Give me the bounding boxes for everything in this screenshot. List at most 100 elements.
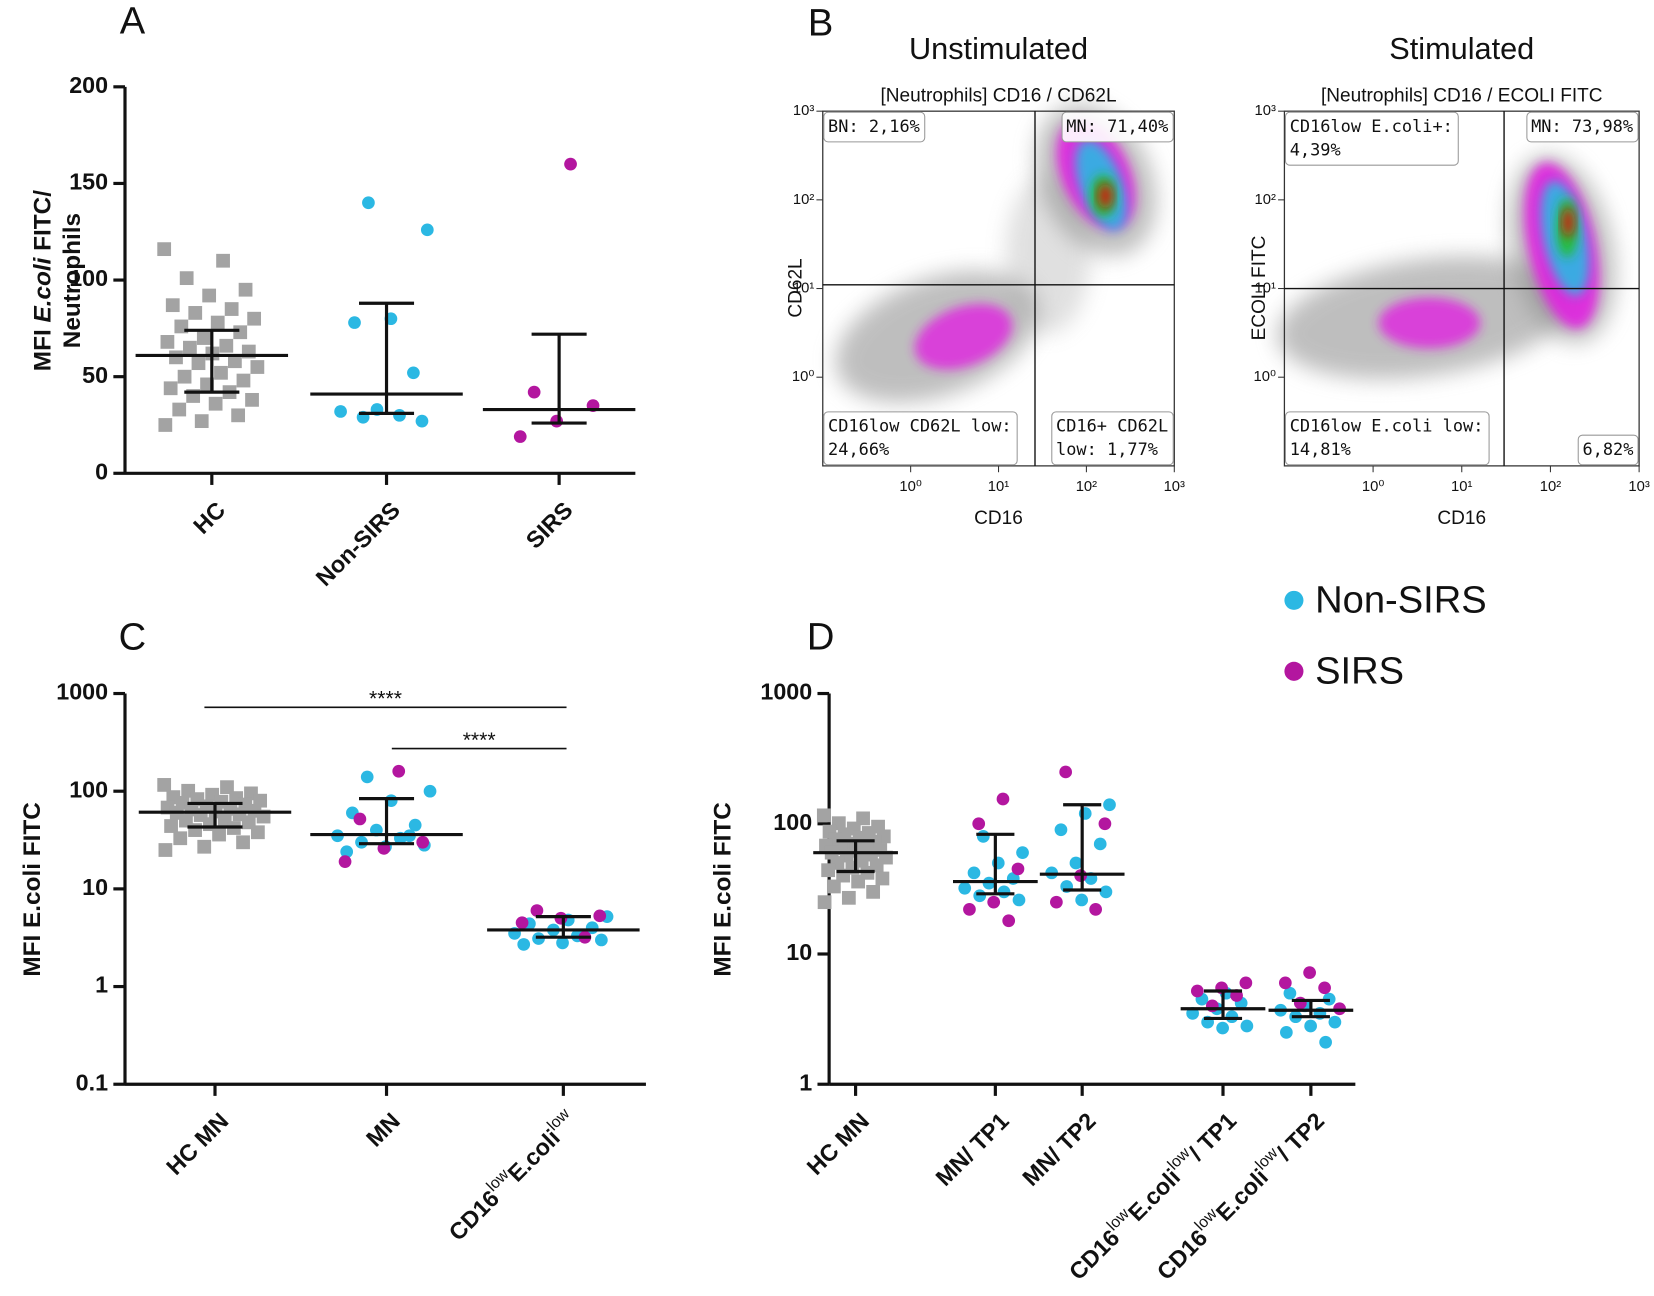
quadrant-box bbox=[1061, 111, 1174, 143]
data-point bbox=[158, 843, 173, 857]
data-point bbox=[963, 903, 976, 916]
data-point bbox=[997, 885, 1011, 899]
legend-marker bbox=[1284, 590, 1304, 610]
data-point bbox=[826, 879, 841, 894]
data-point bbox=[392, 764, 406, 778]
label-part: / TP2 bbox=[1272, 1108, 1330, 1166]
data-point bbox=[393, 408, 406, 422]
y-tick-label: 100 bbox=[773, 809, 812, 835]
x-tick-label: 10¹ bbox=[1451, 479, 1472, 495]
legend-marker bbox=[1284, 661, 1304, 681]
y-tick-label: 10 bbox=[82, 874, 108, 900]
data-point bbox=[556, 936, 569, 950]
x-tick-label: HC MN bbox=[802, 1108, 874, 1180]
data-point bbox=[348, 316, 361, 329]
x-tick-label: 10³ bbox=[1628, 479, 1649, 495]
data-point bbox=[1216, 1021, 1229, 1035]
y-tick-label: 100 bbox=[69, 265, 108, 291]
data-point bbox=[1002, 914, 1016, 928]
x-tick-label: MN bbox=[361, 1108, 405, 1152]
data-point bbox=[188, 823, 202, 837]
quadrant-label: low: 1,77% bbox=[1056, 439, 1158, 459]
data-point bbox=[996, 792, 1010, 806]
data-point bbox=[236, 373, 251, 388]
data-point bbox=[202, 288, 217, 303]
significance-label: **** bbox=[369, 687, 402, 710]
data-point bbox=[177, 369, 192, 384]
data-point bbox=[976, 830, 990, 843]
data-point bbox=[188, 306, 203, 320]
quadrant-label: CD16low E.coli+: bbox=[1290, 116, 1453, 136]
quadrant-label: 6,82% bbox=[1582, 439, 1633, 459]
y-axis-title: MFI E.coli FITC bbox=[710, 802, 737, 976]
data-point bbox=[362, 196, 375, 210]
quadrant-label: MN: 71,40% bbox=[1066, 116, 1168, 136]
data-point bbox=[1283, 986, 1297, 1000]
panel-letter: A bbox=[120, 0, 146, 42]
data-point bbox=[219, 338, 234, 353]
data-point bbox=[987, 895, 1001, 909]
quadrant-box bbox=[1284, 111, 1459, 166]
quadrant-label: 4,39% bbox=[1290, 139, 1341, 159]
y-tick-label: 10³ bbox=[1255, 103, 1276, 119]
significance-label: **** bbox=[463, 729, 496, 752]
x-axis-title: CD16 bbox=[974, 508, 1023, 529]
data-point bbox=[1011, 862, 1025, 876]
quadrant-label: BN: 2,16% bbox=[828, 116, 920, 136]
y-axis-title: MFI E.coli FITC/ bbox=[30, 190, 57, 371]
data-point bbox=[851, 874, 866, 889]
y-axis-title: ECOLI FITC bbox=[1249, 235, 1270, 340]
data-point bbox=[1278, 976, 1292, 990]
data-point bbox=[338, 855, 352, 869]
data-point bbox=[157, 778, 172, 792]
quadrant-box bbox=[823, 411, 1018, 466]
data-point bbox=[973, 889, 987, 903]
data-point bbox=[245, 392, 259, 407]
data-point bbox=[517, 938, 531, 951]
data-point bbox=[164, 819, 178, 833]
data-point bbox=[208, 396, 223, 411]
data-point bbox=[173, 831, 188, 846]
y-tick-label: 1000 bbox=[760, 679, 812, 705]
quadrant-label: 14,81% bbox=[1290, 439, 1351, 459]
data-point bbox=[250, 360, 265, 374]
data-point bbox=[247, 311, 262, 326]
data-point bbox=[420, 223, 434, 237]
quadrant-box bbox=[823, 111, 926, 143]
data-point bbox=[527, 385, 541, 399]
data-point bbox=[210, 315, 225, 330]
x-tick-label: Non-SIRS bbox=[311, 497, 405, 591]
data-point bbox=[1304, 1019, 1317, 1033]
data-point bbox=[194, 414, 209, 429]
data-point bbox=[554, 911, 568, 925]
data-point bbox=[1190, 984, 1204, 998]
data-point bbox=[1099, 885, 1113, 899]
y-tick-label: 100 bbox=[69, 776, 108, 802]
quadrant-box bbox=[1051, 411, 1174, 466]
legend-label: Non-SIRS bbox=[1315, 580, 1487, 622]
data-point bbox=[163, 381, 178, 396]
y-tick-label: 10² bbox=[793, 192, 814, 208]
y-tick-label: 0.1 bbox=[76, 1069, 108, 1095]
quadrant-box bbox=[1577, 434, 1639, 466]
data-point bbox=[1319, 1035, 1332, 1049]
data-point bbox=[1240, 1019, 1254, 1033]
data-point bbox=[183, 340, 197, 355]
y-axis-title: Neutrophils bbox=[60, 213, 87, 348]
data-point bbox=[1016, 846, 1029, 860]
x-tick-label: 10⁰ bbox=[1362, 479, 1384, 495]
x-tick-label: CD16lowE.colilow/ TP2 bbox=[1150, 1106, 1329, 1285]
y-axis-title-part: MFI bbox=[30, 323, 57, 372]
y-tick-label: 200 bbox=[69, 72, 108, 98]
label-part: / TP1 bbox=[1184, 1108, 1242, 1166]
y-axis-title-part: Neutrophils bbox=[60, 213, 87, 348]
data-point bbox=[179, 271, 194, 286]
data-point bbox=[196, 331, 211, 345]
data-point bbox=[172, 402, 187, 417]
data-point bbox=[1054, 823, 1068, 837]
legend-label: SIRS bbox=[1315, 650, 1404, 692]
x-tick-label: 10¹ bbox=[988, 479, 1009, 495]
x-tick-label: 10² bbox=[1076, 479, 1097, 495]
panel-letter: B bbox=[808, 2, 833, 44]
